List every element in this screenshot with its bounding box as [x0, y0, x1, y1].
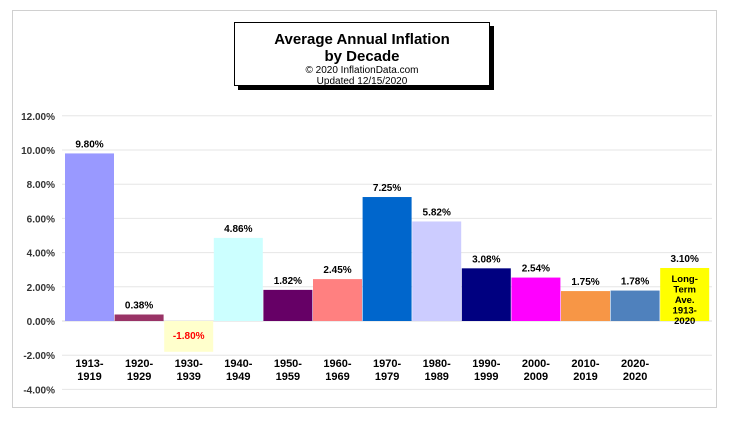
bar	[213, 237, 263, 321]
x-tick-label: 1980-	[423, 358, 451, 370]
data-label: 5.82%	[423, 207, 451, 218]
x-tick-label: 1950-	[274, 358, 302, 370]
bar-inside-label: Long-	[672, 274, 698, 285]
bar-inside-label: 1913-	[673, 305, 697, 316]
data-label: 2.45%	[323, 265, 351, 276]
data-label: -1.80%	[173, 331, 205, 342]
y-tick-label: 10.00%	[21, 146, 55, 157]
bar	[263, 289, 313, 321]
data-label: 7.25%	[373, 183, 401, 194]
data-label: 1.75%	[571, 277, 599, 288]
x-tick-label: 1999	[474, 371, 498, 383]
y-tick-label: 2.00%	[27, 283, 55, 294]
y-tick-label: 6.00%	[27, 214, 55, 225]
x-tick-label: 1989	[424, 371, 448, 383]
bar-inside-label: Ave.	[675, 295, 695, 306]
x-tick-label: 2000-	[522, 358, 550, 370]
x-tick-label: 1949	[226, 371, 250, 383]
bar	[313, 279, 362, 321]
bar	[561, 291, 610, 321]
bar-inside-label: Term	[673, 284, 696, 295]
data-label: 3.10%	[671, 254, 699, 265]
x-tick-label: 2019	[573, 371, 597, 383]
bar	[65, 153, 114, 321]
y-tick-label: -4.00%	[23, 385, 55, 396]
data-label: 1.78%	[621, 277, 649, 288]
x-tick-label: 1959	[276, 371, 300, 383]
x-tick-label: 1990-	[472, 358, 500, 370]
chart-title-line1: Average Annual Inflation	[274, 31, 450, 48]
bar	[610, 290, 660, 321]
chart-title-line2: by Decade	[324, 48, 400, 65]
x-tick-label: 1939	[176, 371, 200, 383]
x-tick-label: 2009	[524, 371, 548, 383]
data-label: 0.38%	[125, 301, 153, 312]
bar	[114, 314, 164, 321]
chart-copyright: © 2020 InflationData.com	[305, 65, 419, 76]
bar	[511, 277, 561, 321]
x-tick-label: 1940-	[224, 358, 252, 370]
bar	[461, 268, 511, 321]
x-tick-label: 1960-	[323, 358, 351, 370]
x-tick-label: 2010-	[571, 358, 599, 370]
x-tick-label: 1920-	[125, 358, 153, 370]
x-tick-label: 1969	[325, 371, 349, 383]
x-tick-label: 1930-	[175, 358, 203, 370]
x-tick-label: 1919	[77, 371, 101, 383]
chart-updated-date: Updated 12/15/2020	[316, 76, 408, 87]
bar	[362, 197, 412, 321]
y-tick-label: -2.00%	[23, 351, 55, 362]
bar-inside-label: 2020	[674, 316, 695, 327]
y-tick-label: 4.00%	[27, 249, 55, 260]
x-tick-label: 1929	[127, 371, 151, 383]
data-label: 2.54%	[522, 264, 550, 275]
x-tick-label: 1979	[375, 371, 399, 383]
x-tick-label: 2020	[623, 371, 647, 383]
x-tick-label: 1970-	[373, 358, 401, 370]
data-label: 1.82%	[274, 276, 302, 287]
y-tick-label: 8.00%	[27, 180, 55, 191]
data-label: 9.80%	[75, 139, 103, 150]
y-tick-label: 12.00%	[21, 112, 55, 123]
y-tick-label: 0.00%	[27, 317, 55, 328]
data-label: 4.86%	[224, 224, 252, 235]
bar	[164, 321, 214, 352]
x-tick-label: 1913-	[75, 358, 103, 370]
data-label: 3.08%	[472, 254, 500, 265]
x-tick-label: 2020-	[621, 358, 649, 370]
chart-title-box: Average Annual Inflation by Decade © 202…	[234, 22, 490, 87]
bar	[412, 221, 462, 321]
bar	[660, 267, 710, 321]
